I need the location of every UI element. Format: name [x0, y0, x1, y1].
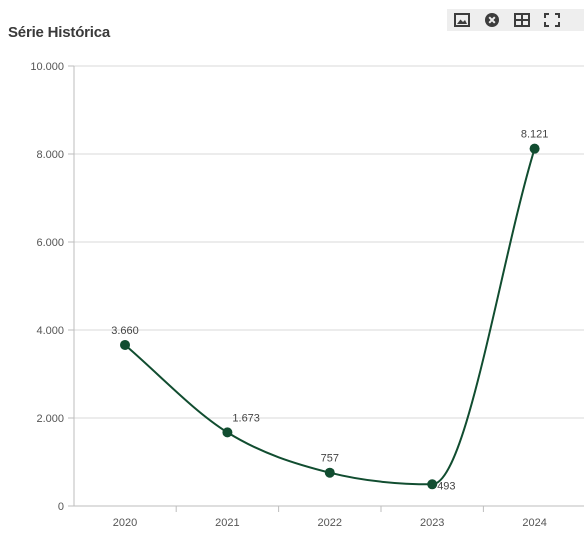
y-tick-label: 2.000: [36, 413, 64, 425]
y-tick-label: 8.000: [36, 149, 64, 161]
close-circle-icon: [485, 13, 499, 27]
table-icon: [514, 13, 530, 27]
data-point: [529, 143, 540, 154]
fullscreen-button[interactable]: [537, 9, 567, 31]
x-tick-label: 2020: [113, 517, 137, 529]
y-tick-label: 10.000: [30, 61, 64, 73]
series-layer: [120, 143, 540, 490]
x-tick-label: 2021: [215, 517, 239, 529]
export-image-button[interactable]: [447, 9, 477, 31]
y-tick-label: 4.000: [36, 325, 64, 337]
data-label: 493: [437, 480, 455, 492]
data-point: [120, 339, 130, 350]
axis-layer: 0 2.000 4.000 6.000 8.000 10.000 2020 2021 2022 2…: [30, 61, 584, 529]
fullscreen-icon: [544, 13, 560, 27]
data-label: 757: [321, 453, 339, 465]
data-point: [427, 479, 438, 490]
image-icon: [454, 13, 470, 27]
chart-toolbar: [447, 9, 584, 31]
data-label: 3.660: [111, 325, 139, 337]
series-line: [124, 148, 536, 486]
data-label: 8.121: [521, 129, 549, 141]
label-layer: 3.660 1.673 757 493 8.121: [111, 129, 548, 493]
data-point: [324, 467, 335, 478]
x-tick-label: 2024: [522, 517, 546, 529]
x-tick-label: 2022: [318, 517, 342, 529]
data-label: 1.673: [232, 412, 260, 424]
close-button[interactable]: [477, 9, 507, 31]
y-tick-label: 6.000: [36, 237, 64, 249]
x-tick-label: 2023: [420, 517, 444, 529]
y-tick-label: 0: [58, 501, 64, 513]
grid-layer: [74, 65, 584, 419]
data-point: [222, 427, 233, 438]
chart-title: Série Histórica: [8, 24, 111, 41]
data-table-button[interactable]: [507, 9, 537, 31]
